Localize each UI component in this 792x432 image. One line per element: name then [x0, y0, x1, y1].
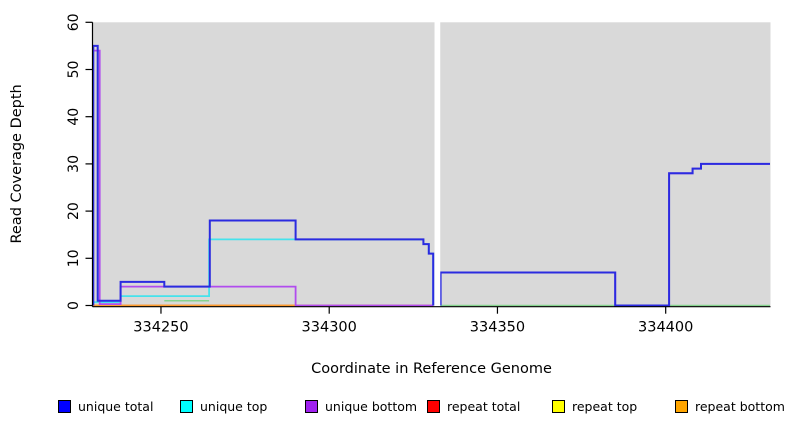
y-tick-label: 0: [66, 301, 82, 310]
legend: unique total unique top unique bottom re…: [0, 398, 792, 418]
x-tick-label: 334300: [302, 320, 357, 336]
legend-swatch-unique-bottom: [305, 399, 318, 413]
plot-background: [92, 22, 771, 307]
legend-label-repeat-top: repeat top: [572, 398, 638, 414]
legend-item-unique-top: unique top: [180, 398, 267, 414]
legend-swatch-repeat-total: [427, 399, 440, 413]
y-tick-label: 60: [66, 13, 82, 31]
coverage-gap: [434, 21, 441, 308]
legend-label-unique-top: unique top: [200, 398, 268, 414]
legend-swatch-unique-total: [58, 399, 71, 413]
legend-swatch-repeat-top: [552, 399, 565, 413]
y-axis-title: Read Coverage Depth: [9, 84, 25, 243]
x-tick-label: 334400: [638, 320, 693, 336]
plot-svg: 0 10 20 30 40 50 60 334250 334300 334350 334400 Coo…: [9, 13, 771, 377]
x-axis-title: Coordinate in Reference Genome: [311, 361, 552, 377]
legend-swatch-unique-top: [180, 399, 193, 413]
series-line-unique-total: [439, 162, 770, 307]
x-tick-label: 334350: [470, 320, 525, 336]
y-tick-label: 30: [66, 155, 82, 173]
y-tick-label: 50: [66, 61, 82, 79]
legend-label-repeat-bottom: repeat bottom: [695, 398, 785, 414]
legend-label-unique-total: unique total: [78, 398, 154, 414]
legend-item-repeat-total: repeat total: [427, 398, 520, 414]
legend-label-repeat-total: repeat total: [447, 398, 521, 414]
y-tick-label: 20: [66, 202, 82, 220]
x-tick-label: 334250: [133, 320, 188, 336]
y-tick-label: 10: [66, 249, 82, 267]
legend-item-repeat-bottom: repeat bottom: [675, 398, 785, 414]
series-line-unique-total: [92, 44, 435, 306]
legend-label-unique-bottom: unique bottom: [325, 398, 418, 414]
y-tick-label: 40: [66, 108, 82, 126]
legend-swatch-repeat-bottom: [675, 399, 688, 413]
legend-item-repeat-top: repeat top: [552, 398, 637, 414]
legend-item-unique-total: unique total: [58, 398, 153, 414]
legend-item-unique-bottom: unique bottom: [305, 398, 417, 414]
